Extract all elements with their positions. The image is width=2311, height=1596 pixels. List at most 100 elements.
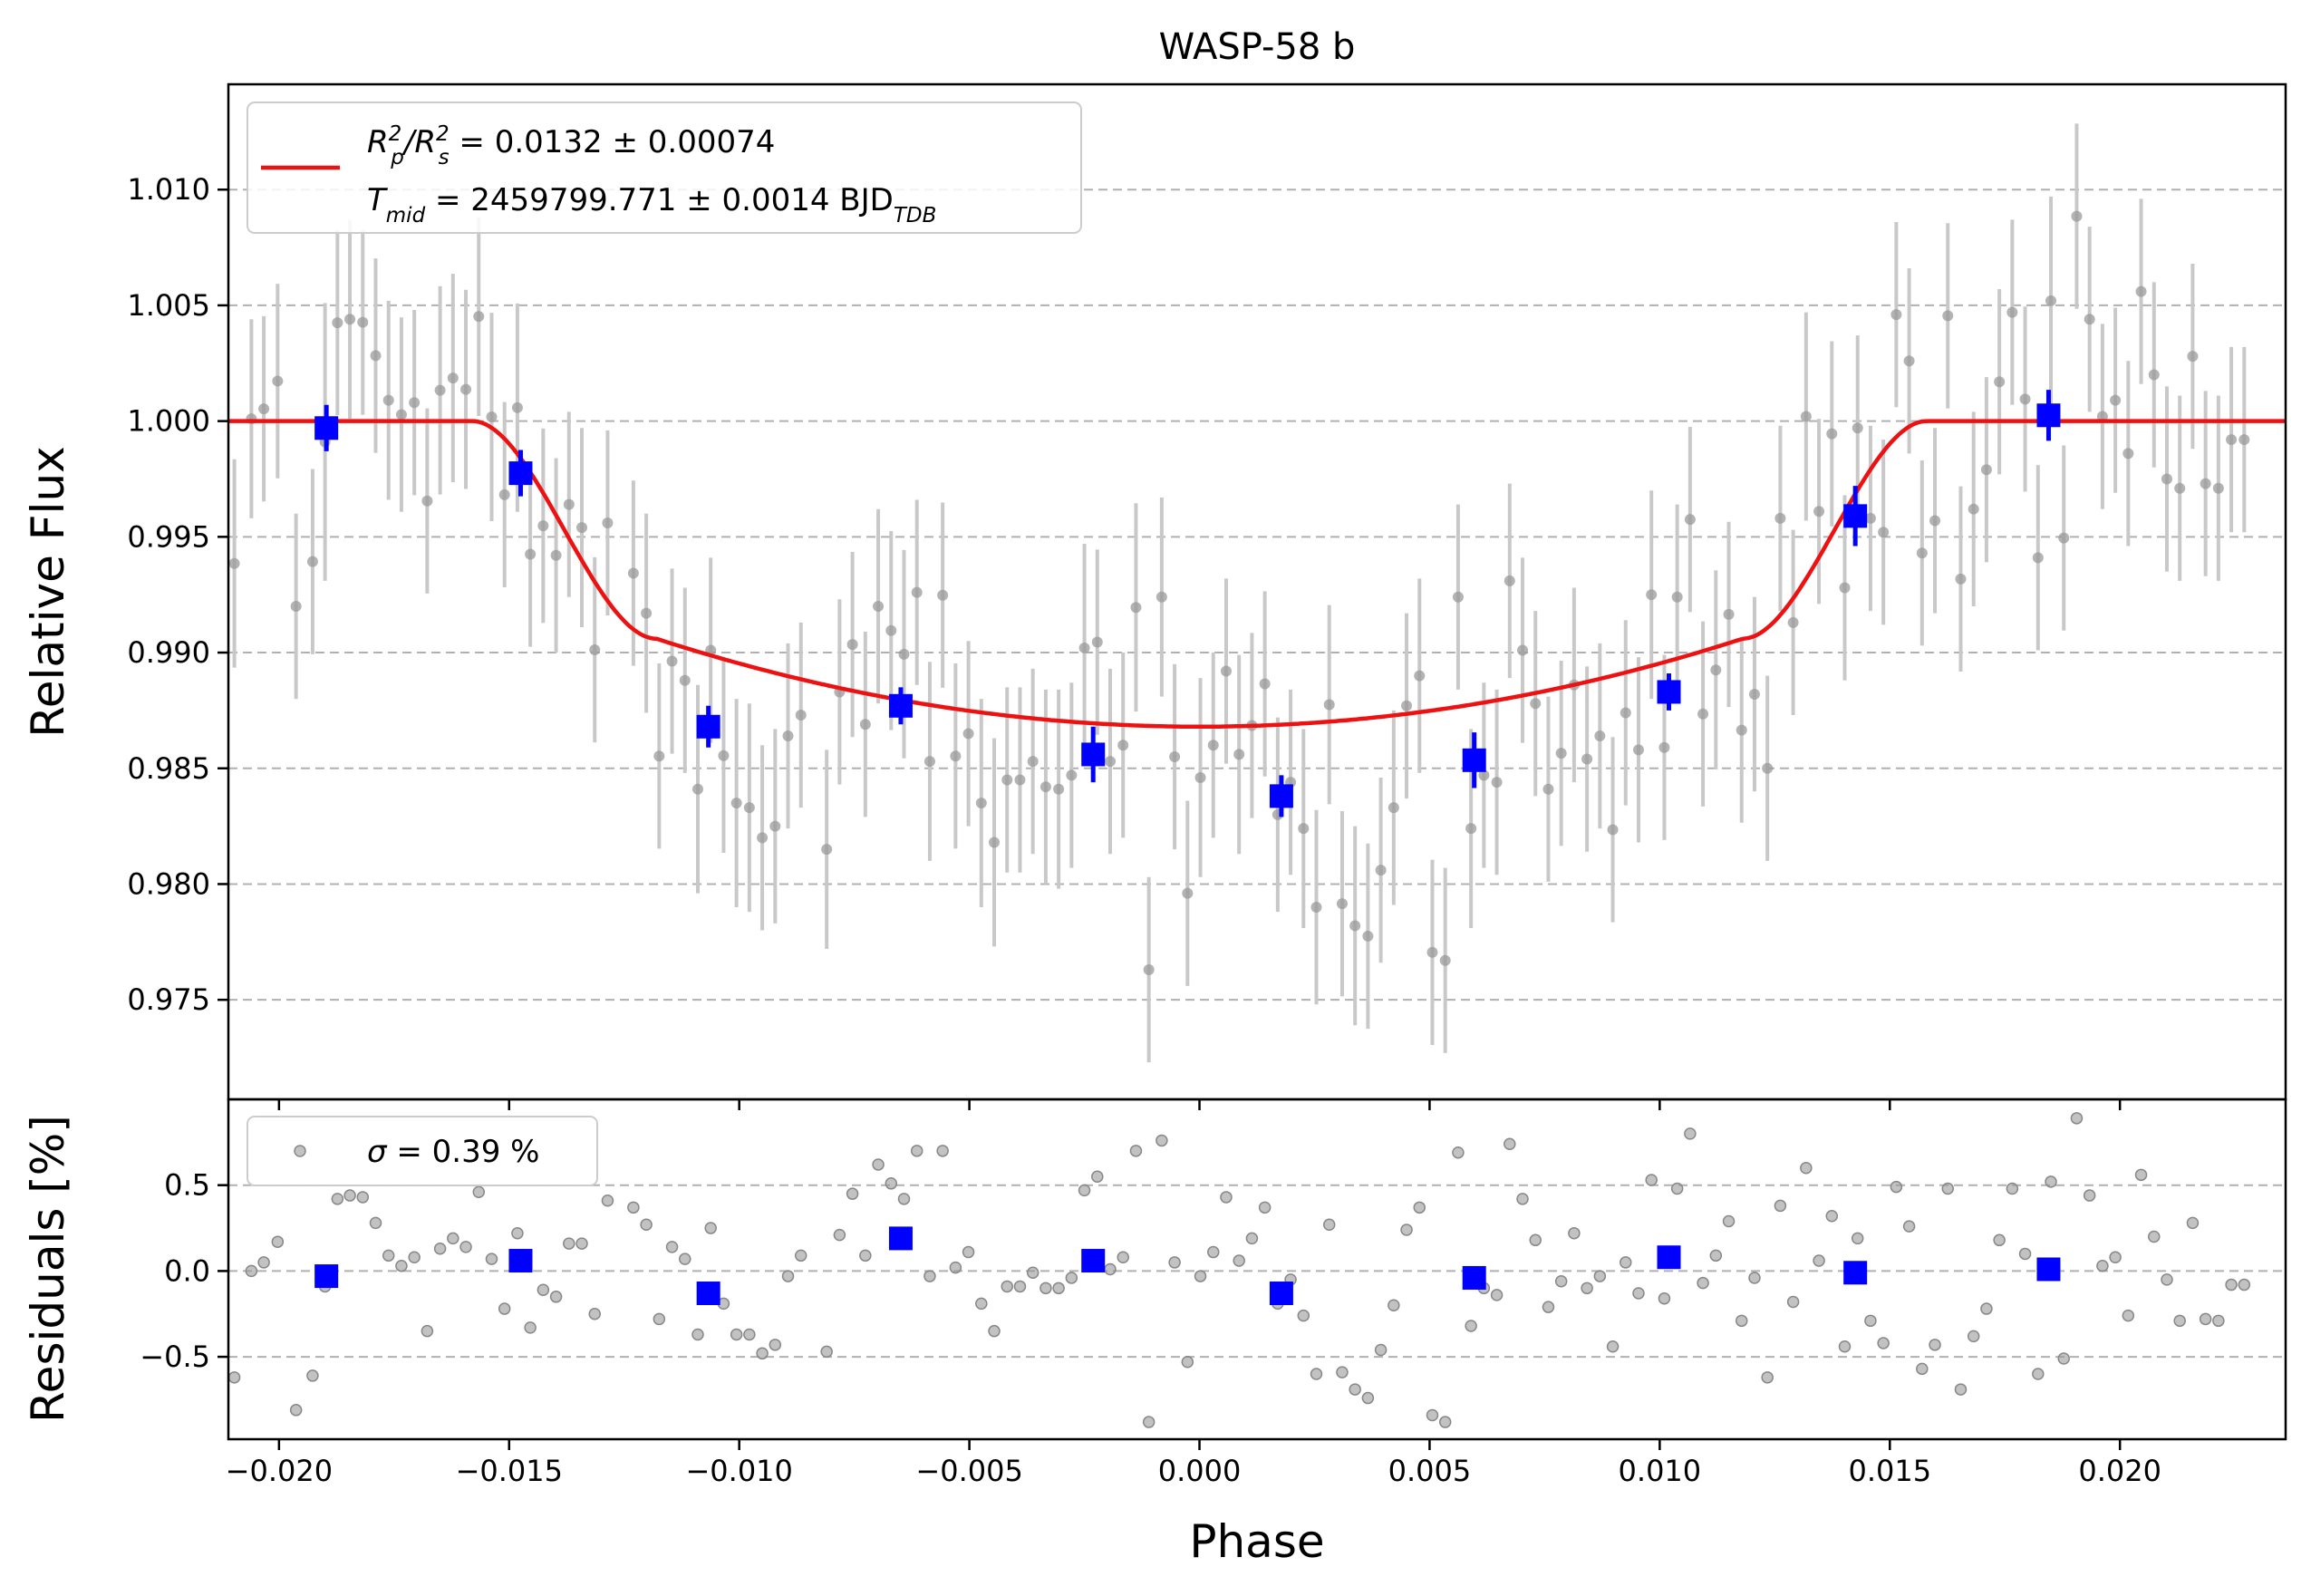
residuals-legend-marker (294, 1145, 306, 1157)
raw-flux-point (306, 556, 318, 567)
binned-flux-point (314, 416, 339, 440)
raw-flux-point (1632, 744, 1644, 756)
raw-residual-point (2148, 1230, 2161, 1243)
legend-rs-symbol: R (414, 124, 436, 160)
raw-residual-point (2238, 1278, 2251, 1291)
raw-residual-point (1142, 1416, 1156, 1428)
raw-residual-point (382, 1249, 395, 1262)
raw-residual-point (885, 1177, 898, 1190)
raw-flux-point (2006, 306, 2018, 318)
raw-residual-point (1129, 1145, 1143, 1157)
flux-y-axis-label: Relative Flux (22, 446, 74, 737)
raw-residual-point (2186, 1216, 2200, 1230)
raw-flux-point (1091, 636, 1103, 648)
raw-flux-point (1143, 963, 1155, 975)
raw-residual-point (1838, 1340, 1852, 1353)
raw-residual-point (1554, 1275, 1568, 1288)
raw-flux-point (576, 522, 588, 534)
chart-title: WASP-58 b (1159, 26, 1356, 68)
raw-flux-point (1169, 750, 1181, 762)
raw-residual-point (1297, 1309, 1310, 1322)
raw-residual-point (2122, 1309, 2135, 1322)
raw-flux-point (2019, 393, 2031, 405)
raw-residual-point (2070, 1112, 2084, 1125)
raw-residual-point (271, 1235, 285, 1248)
x-tick-label: 0.010 (1619, 1454, 1702, 1488)
raw-flux-point (1968, 503, 1979, 515)
raw-residual-point (769, 1339, 782, 1351)
raw-residual-point (2109, 1251, 2122, 1263)
legend-t-sub: mid (386, 204, 426, 227)
legend-slash: / (401, 124, 418, 160)
raw-residual-point (1349, 1383, 1361, 1396)
raw-flux-point (2148, 369, 2160, 381)
raw-flux-point (1646, 589, 1658, 601)
raw-flux-point (846, 639, 858, 651)
legend-rp-symbol: R (367, 124, 389, 160)
raw-flux-point (666, 655, 678, 667)
raw-residual-point (1735, 1314, 1748, 1328)
raw-residual-point (962, 1245, 975, 1259)
raw-residual-point (1490, 1289, 1504, 1301)
raw-residual-point (1322, 1218, 1336, 1232)
raw-residual-point (949, 1261, 962, 1274)
raw-residual-point (1258, 1201, 1272, 1214)
raw-residual-point (1774, 1199, 1787, 1213)
raw-flux-point (2200, 478, 2211, 489)
raw-flux-point (1439, 954, 1451, 966)
raw-residual-point (1941, 1182, 1955, 1195)
raw-residual-point (1026, 1266, 1039, 1280)
raw-residual-point (2057, 1352, 2070, 1365)
flux-y-tick-label: 0.975 (127, 982, 210, 1017)
raw-flux-point (332, 317, 343, 329)
raw-flux-point (1182, 887, 1194, 899)
raw-flux-point (434, 384, 446, 396)
raw-flux-point (421, 495, 433, 507)
raw-flux-point (1942, 310, 1954, 322)
raw-residual-point (2134, 1168, 2148, 1182)
raw-residual-point (1361, 1391, 1375, 1405)
raw-flux-point (1517, 644, 1529, 656)
raw-flux-point (1388, 802, 1399, 814)
binned-flux-point (1081, 742, 1106, 767)
raw-flux-point (937, 589, 949, 601)
raw-residual-point (2006, 1182, 2019, 1195)
raw-flux-point (498, 488, 510, 500)
raw-residual-point (1877, 1337, 1890, 1349)
raw-flux-point (1014, 774, 1026, 786)
raw-residual-point (1374, 1343, 1388, 1357)
raw-residual-point (1452, 1146, 1465, 1159)
flux-y-tick-label: 0.995 (127, 519, 210, 554)
raw-residual-point (1078, 1184, 1091, 1197)
raw-flux-point (258, 403, 270, 415)
raw-flux-point (1980, 464, 1992, 476)
residuals-x-ticks: −0.020 −0.015 −0.010 −0.005 0.000 0.005 0.010 0… (226, 1439, 2161, 1488)
raw-residual-point (1890, 1180, 1903, 1194)
raw-residual-point (1684, 1127, 1697, 1140)
raw-flux-point (821, 844, 833, 856)
raw-residual-point (1851, 1232, 1864, 1245)
raw-residual-point (1620, 1256, 1632, 1269)
flux-legend-box (247, 102, 1082, 234)
raw-residual-point (549, 1291, 563, 1303)
raw-flux-point (2226, 434, 2238, 446)
raw-flux-point (1762, 762, 1774, 774)
raw-residual-point (1065, 1272, 1078, 1284)
raw-residual-point (1568, 1226, 1581, 1240)
flux-y-tick-label: 0.985 (127, 751, 210, 786)
raw-flux-point (885, 624, 897, 636)
raw-flux-point (1053, 783, 1065, 795)
raw-residual-point (369, 1216, 382, 1230)
raw-residual-point (421, 1324, 434, 1338)
binned-residual-point (314, 1264, 339, 1289)
raw-residual-point (356, 1191, 370, 1204)
residuals-y-ticks: −0.5 0.0 0.5 (140, 1168, 228, 1374)
x-tick-label: 0.005 (1388, 1454, 1472, 1488)
raw-residual-point (447, 1232, 459, 1245)
raw-flux-point (2058, 532, 2070, 544)
raw-flux-point (2161, 473, 2172, 485)
raw-flux-point (1039, 781, 1051, 793)
raw-flux-point (1607, 824, 1619, 836)
raw-residual-point (2161, 1273, 2173, 1286)
